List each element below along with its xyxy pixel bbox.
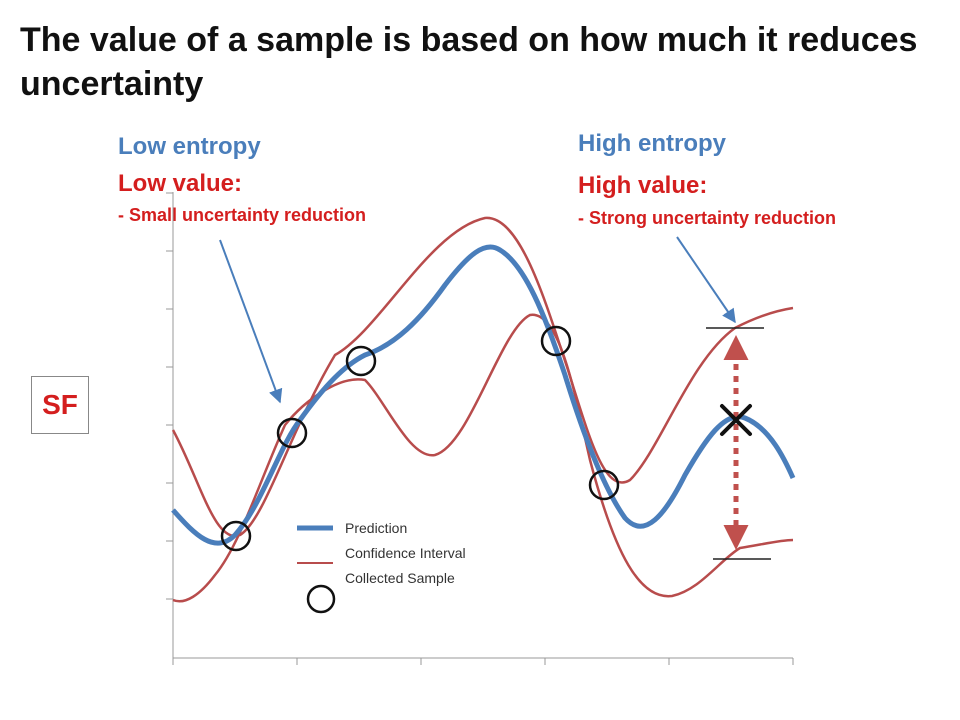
legend-confidence-label: Confidence Interval xyxy=(345,545,466,561)
high-value-label: High value: xyxy=(578,172,708,199)
legend: Prediction Confidence Interval Collected… xyxy=(297,520,466,614)
sample-point xyxy=(276,417,308,449)
legend-sample-swatch xyxy=(306,584,336,614)
low-entropy-arrow xyxy=(219,239,283,404)
sf-label-text: SF xyxy=(42,389,78,420)
legend-sample-label: Collected Sample xyxy=(345,570,455,586)
high-value-detail: - Strong uncertainty reduction xyxy=(578,208,837,228)
legend-prediction-label: Prediction xyxy=(345,520,407,536)
slide-title: The value of a sample is based on how mu… xyxy=(20,21,918,103)
sf-axis-label: SF xyxy=(31,376,89,434)
y-axis xyxy=(166,192,174,658)
low-value-label: Low value: xyxy=(118,170,243,197)
high-entropy-arrow xyxy=(676,236,736,324)
uncertainty-indicator xyxy=(706,327,771,560)
prediction-curve xyxy=(171,244,796,546)
collected-samples xyxy=(220,325,620,552)
sample-point xyxy=(540,325,572,357)
low-value-detail: - Small uncertainty reduction xyxy=(118,205,367,225)
low-entropy-label: Low entropy xyxy=(118,133,261,160)
sample-point xyxy=(345,345,377,377)
sample-point xyxy=(220,520,252,552)
confidence-lower-curve xyxy=(172,313,794,603)
high-entropy-label: High entropy xyxy=(578,130,726,157)
confidence-upper-curve xyxy=(171,216,794,538)
candidate-sample-cross-icon xyxy=(720,404,752,436)
sample-point xyxy=(588,469,620,501)
x-axis xyxy=(172,657,794,665)
